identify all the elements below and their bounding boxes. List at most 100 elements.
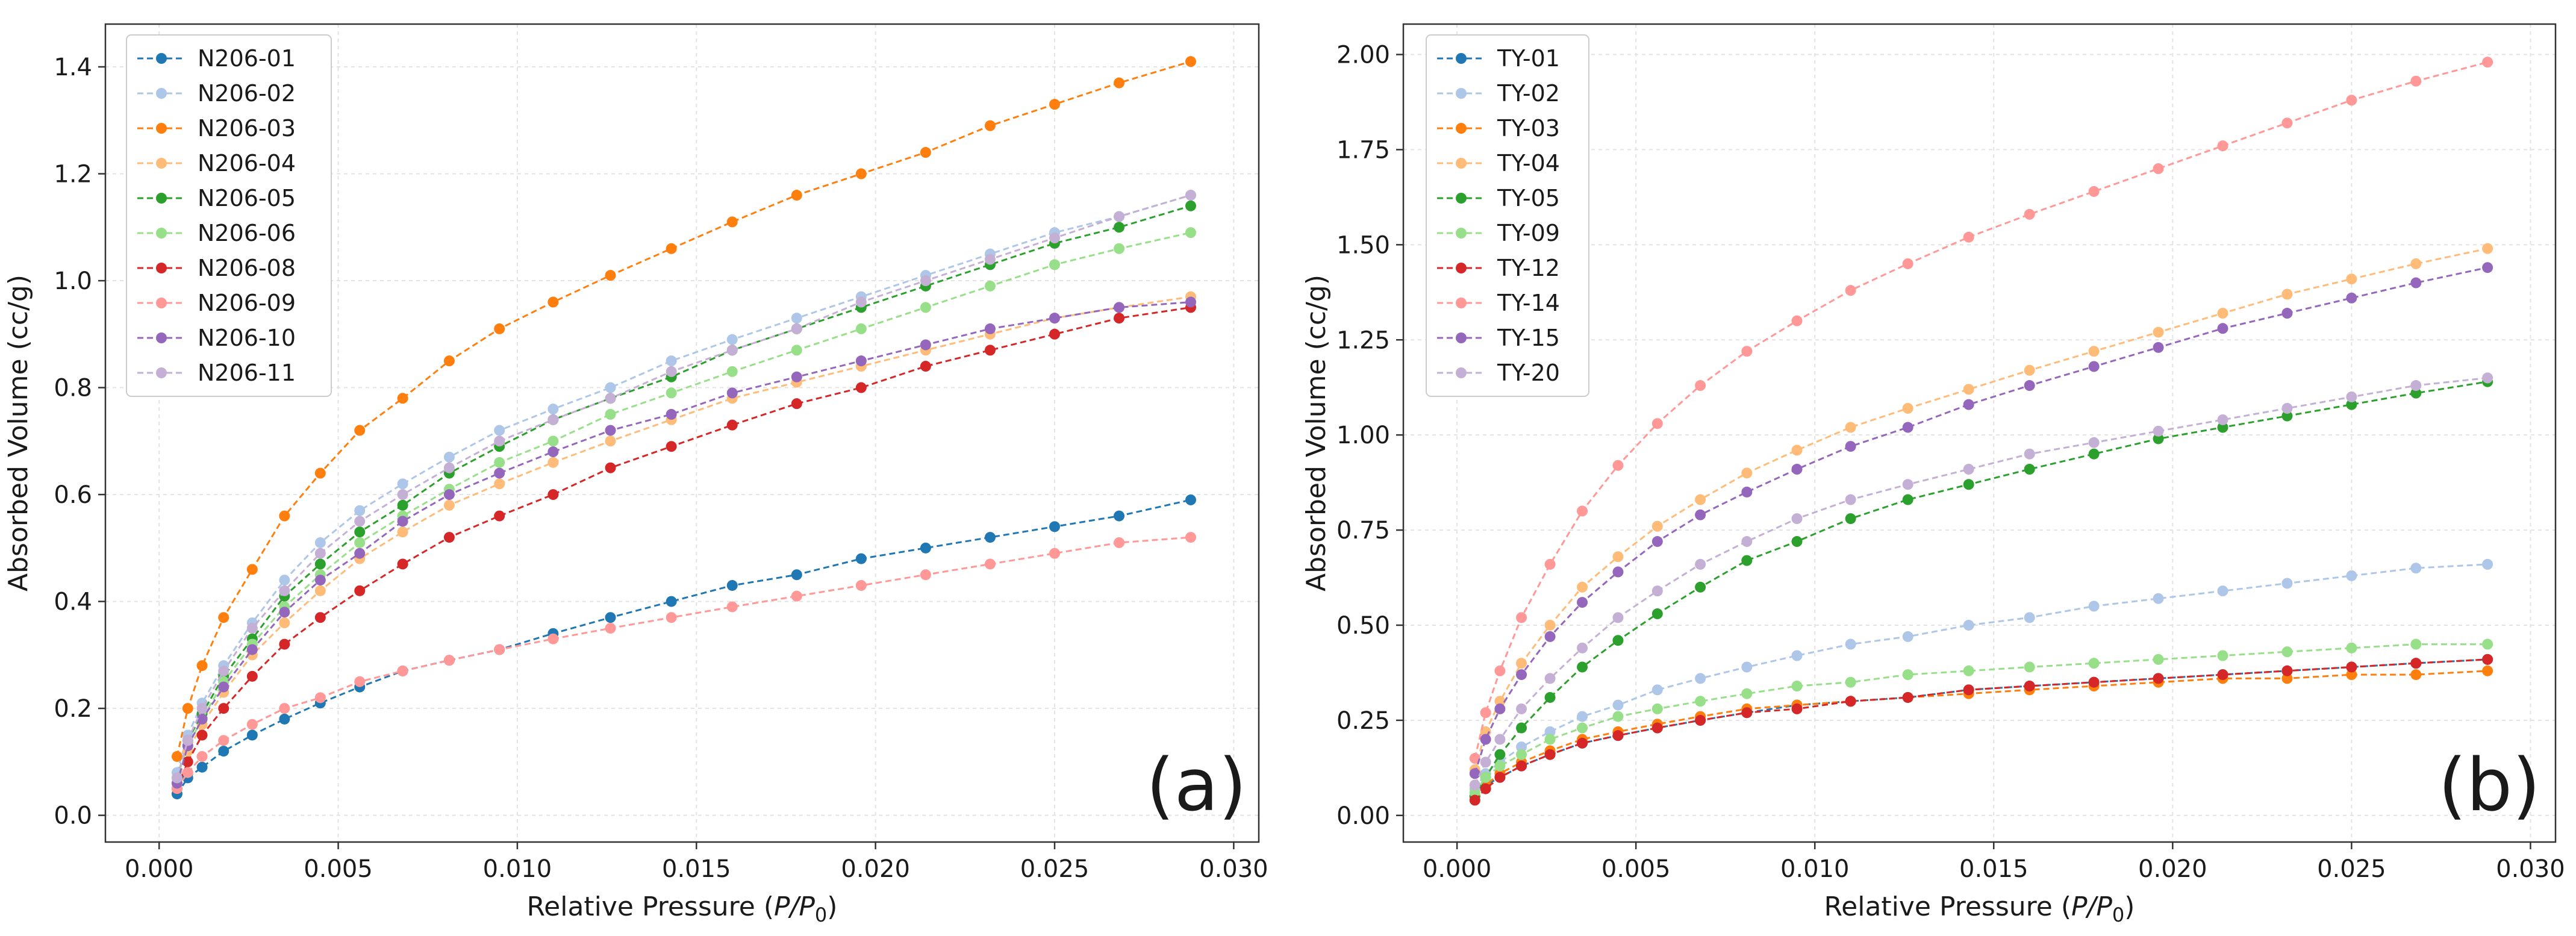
y-tick-label: 1.50 bbox=[1336, 231, 1390, 259]
series-N206-03 bbox=[171, 56, 1197, 762]
data-point bbox=[726, 579, 738, 591]
y-axis-label: Absorbed Volume (cc/g) bbox=[3, 275, 34, 591]
data-point bbox=[1469, 787, 1480, 798]
data-point bbox=[1651, 608, 1663, 620]
legend-label: TY-15 bbox=[1497, 325, 1560, 351]
y-tick-label: 0.50 bbox=[1336, 612, 1390, 640]
series-line bbox=[176, 296, 1191, 784]
legend-marker bbox=[156, 298, 167, 308]
data-point bbox=[605, 393, 616, 404]
data-point bbox=[1845, 441, 1856, 452]
legend-label: TY-03 bbox=[1497, 115, 1560, 142]
series-line bbox=[1474, 643, 2488, 793]
legend-item: N206-02 bbox=[137, 80, 296, 107]
series-line bbox=[1474, 61, 2488, 759]
data-point bbox=[2088, 658, 2100, 669]
data-point bbox=[2482, 638, 2493, 650]
data-point bbox=[2024, 208, 2035, 220]
data-point bbox=[1791, 464, 1803, 475]
data-point bbox=[354, 548, 366, 559]
chart-panel-1: 0.000 0.005 0.010 0.015 0.020 0.025 0.030 0.0 0.… bbox=[3, 23, 1268, 926]
series-TY-14 bbox=[1469, 57, 2493, 764]
data-point bbox=[1902, 422, 1913, 433]
data-point bbox=[547, 489, 559, 501]
data-point bbox=[2346, 391, 2357, 402]
data-point bbox=[2217, 323, 2228, 334]
data-point bbox=[920, 542, 931, 554]
data-point bbox=[1480, 783, 1491, 794]
data-point bbox=[1494, 772, 1506, 783]
data-point bbox=[2482, 372, 2493, 384]
data-point bbox=[397, 558, 408, 570]
data-point bbox=[1544, 726, 1556, 737]
data-point bbox=[218, 665, 229, 676]
legend-item: TY-15 bbox=[1437, 325, 1560, 351]
data-point bbox=[397, 499, 408, 511]
data-point bbox=[1516, 612, 1527, 623]
series-N206-11 bbox=[171, 190, 1197, 784]
data-point bbox=[1114, 211, 1125, 222]
data-point bbox=[2410, 258, 2422, 269]
data-point bbox=[1845, 513, 1856, 525]
data-point bbox=[314, 548, 326, 559]
data-point bbox=[855, 323, 867, 334]
data-point bbox=[2482, 262, 2493, 273]
data-point bbox=[791, 398, 802, 410]
data-point bbox=[1494, 760, 1506, 772]
data-point bbox=[1577, 661, 1588, 673]
data-point bbox=[726, 601, 738, 613]
legend-marker bbox=[1456, 88, 1467, 99]
data-point bbox=[1544, 673, 1556, 684]
y-tick-label: 1.2 bbox=[54, 161, 92, 189]
data-point bbox=[2088, 186, 2100, 197]
data-point bbox=[246, 564, 258, 575]
data-point bbox=[1114, 510, 1125, 522]
data-point bbox=[855, 355, 867, 367]
series-line bbox=[1474, 381, 2488, 797]
data-point bbox=[726, 366, 738, 377]
data-point bbox=[726, 216, 738, 228]
legend-label: N206-05 bbox=[198, 185, 296, 211]
data-point bbox=[218, 735, 229, 746]
series-line bbox=[176, 306, 1191, 789]
data-point bbox=[1963, 479, 1974, 490]
series-line bbox=[1474, 658, 2488, 797]
legend-label: N206-10 bbox=[198, 325, 296, 351]
x-tick-label: 0.030 bbox=[2496, 855, 2565, 883]
data-point bbox=[1741, 467, 1753, 479]
data-point bbox=[1741, 688, 1753, 699]
data-point bbox=[1612, 730, 1624, 741]
data-point bbox=[2281, 665, 2293, 676]
data-point bbox=[2217, 308, 2228, 319]
data-point bbox=[1577, 581, 1588, 593]
data-point bbox=[354, 526, 366, 538]
data-point bbox=[2281, 289, 2293, 300]
data-point bbox=[2024, 380, 2035, 392]
data-point bbox=[218, 681, 229, 693]
y-axis-label: Absorbed Volume (cc/g) bbox=[1301, 275, 1332, 591]
data-point bbox=[1963, 384, 1974, 395]
y-tick-label: 0.25 bbox=[1336, 707, 1390, 735]
data-point bbox=[1741, 346, 1753, 357]
data-point bbox=[984, 120, 996, 131]
legend-item: N206-10 bbox=[137, 325, 296, 351]
data-point bbox=[855, 553, 867, 564]
data-point bbox=[314, 558, 326, 570]
data-point bbox=[354, 516, 366, 527]
series-N206-01 bbox=[171, 494, 1197, 800]
data-point bbox=[1902, 669, 1913, 681]
data-point bbox=[1845, 285, 1856, 296]
x-tick-label: 0.000 bbox=[125, 855, 194, 883]
data-point bbox=[2410, 387, 2422, 399]
data-point bbox=[1494, 703, 1506, 714]
data-point bbox=[1791, 315, 1803, 326]
data-point bbox=[1544, 734, 1556, 745]
legend-box bbox=[1426, 34, 1589, 397]
legend-label: TY-05 bbox=[1497, 185, 1560, 211]
data-point bbox=[314, 467, 326, 479]
legend-marker bbox=[156, 228, 167, 239]
data-point bbox=[1791, 650, 1803, 661]
data-point bbox=[2346, 642, 2357, 654]
data-point bbox=[314, 612, 326, 623]
data-point bbox=[2281, 646, 2293, 658]
